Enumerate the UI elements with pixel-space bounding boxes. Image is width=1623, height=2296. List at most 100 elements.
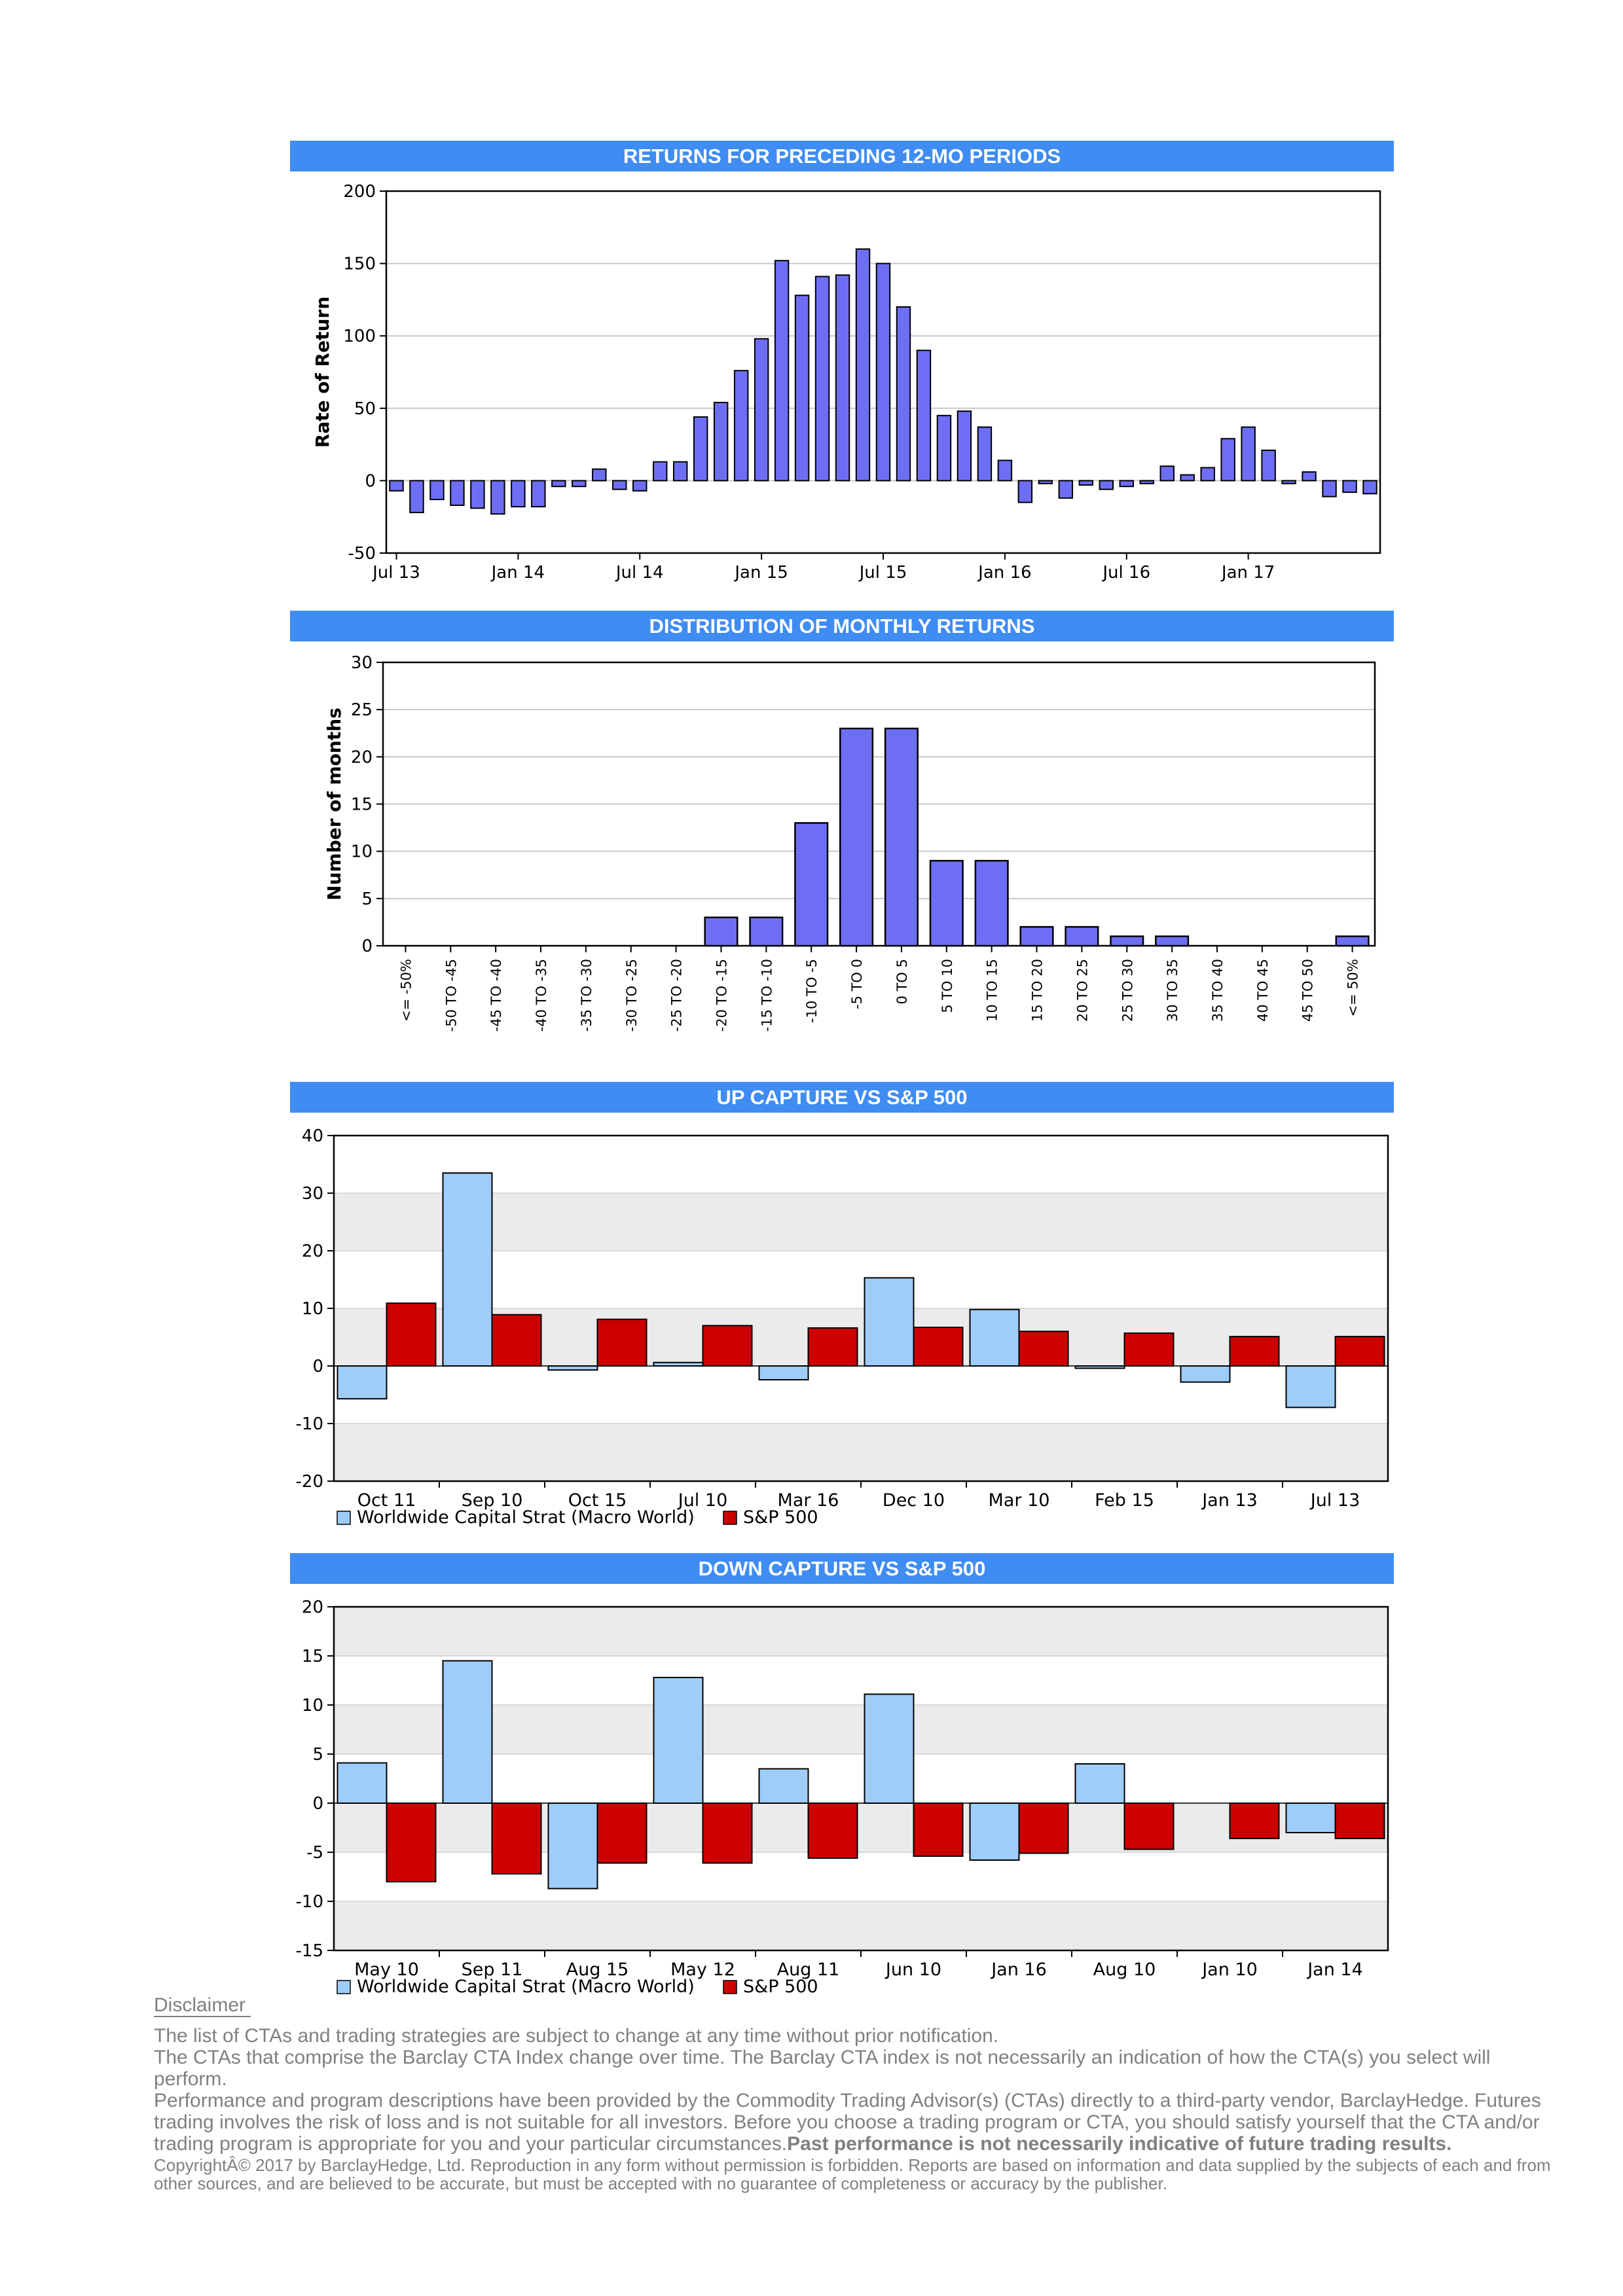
bar [754,338,769,482]
bar [997,459,1013,482]
bar [1342,480,1357,493]
bar [733,370,749,482]
y-tick-label: 25 [351,700,373,720]
distribution-chart-title: DISTRIBUTION OF MONTHLY RETURNS [290,611,1394,641]
bar-sp500 [1018,1803,1069,1854]
x-tick-label: Jan 14 [1306,1960,1363,1980]
y-tick-label: 50 [354,399,376,419]
x-tick-label: -50 TO -45 [443,959,459,1031]
bar [470,480,485,509]
plot-frame [382,661,1376,947]
y-tick-label: 5 [312,1745,323,1765]
bar [1065,925,1099,947]
up-capture-chart: -20 -10 0 10 20 30 40 Oct 11 Sep 10 Oct 15 Jul 10 M… [296,1126,1389,1528]
bar-sp500 [1334,1803,1385,1839]
x-tick-label: -40 TO -35 [534,959,549,1031]
returns-chart-title: RETURNS FOR PRECEDING 12-MO PERIODS [290,141,1394,171]
bar [704,916,739,947]
bar [1017,480,1033,503]
bar [693,416,708,482]
legend-swatch-fund [337,1980,351,1994]
bar-fund [547,1365,598,1371]
y-tick-label: -50 [348,544,376,564]
x-tick-label: Feb 15 [1095,1490,1154,1511]
y-tick-label: -10 [296,1414,323,1434]
x-tick-label: 30 TO 35 [1165,959,1180,1022]
x-tick-label: Jan 17 [1220,563,1275,583]
x-tick-label: Sep 10 [462,1490,523,1511]
bar [1220,438,1235,482]
bar [409,480,424,514]
bar [774,260,790,482]
band [334,1136,1388,1193]
y-tick-label: 100 [343,327,376,346]
bar-fund [969,1308,1020,1367]
x-tick-label: Mar 16 [778,1490,839,1511]
x-tick-label: 40 TO 45 [1255,959,1271,1022]
bar-sp500 [807,1803,858,1859]
y-tick-label: 10 [302,1299,323,1319]
bar [450,480,465,507]
bar-fund [864,1277,915,1367]
bar [490,480,505,515]
bar [1078,480,1094,486]
down-capture-chart: -15 -10 -5 0 5 10 15 20 May 10 Sep 11 Aug 15 May 12… [296,1598,1389,1997]
bar-sp500 [386,1302,437,1367]
bar [794,295,810,482]
disclaimer-paragraph-3-text: Performance and program descriptions hav… [154,2090,1541,2155]
band [334,1754,1388,1803]
disclaimer-paragraph-2: The CTAs that comprise the Barclay CTA I… [154,2047,1491,2090]
bar [1155,935,1190,947]
bar [977,426,993,482]
x-tick-label: May 10 [354,1960,419,1980]
x-tick-label: Jul 15 [858,563,907,583]
x-tick-label: 20 TO 25 [1074,959,1090,1022]
x-tick-label: Jul 13 [371,563,420,583]
x-tick-label: Aug 11 [777,1960,840,1980]
x-tick-label: Jan 15 [733,563,788,583]
x-tick-label: 5 TO 10 [939,959,955,1013]
x-tick-label: -30 TO -25 [624,959,640,1031]
bar [713,401,729,482]
bar [855,248,871,482]
x-tick-label: Jan 16 [990,1960,1047,1980]
bar [1241,426,1256,482]
y-tick-label: 5 [361,889,373,909]
band [334,1424,1388,1481]
bar-fund [864,1693,915,1804]
bar [1019,925,1054,947]
x-tick-label: -10 TO -5 [804,959,820,1023]
bar [1110,935,1144,947]
bar [1139,480,1154,484]
bar [835,274,850,482]
x-tick-label: 0 TO 5 [894,959,910,1004]
disclaimer-paragraph-1: The list of CTAs and trading strategies … [154,2025,999,2047]
bar [1281,480,1296,484]
bar-fund [758,1365,809,1381]
bar-fund [337,1762,388,1804]
x-tick-label: -20 TO -15 [714,959,729,1031]
bar [1261,449,1276,482]
disclaimer-past-performance: Past performance is not necessarily indi… [787,2133,1452,2155]
x-tick-label: <= -50% [398,959,414,1022]
y-tick-label: 0 [312,1357,323,1376]
bar [884,727,919,947]
y-tick-label: 10 [302,1696,323,1715]
bar-fund [1074,1763,1125,1804]
x-tick-label: Jan 16 [977,563,1031,583]
y-tick-label: -10 [296,1892,323,1912]
legend-label: S&P 500 [743,1977,818,1997]
band [334,1607,1388,1656]
x-tick-label: Aug 15 [566,1960,629,1980]
bar [653,461,668,482]
x-tick-label: 25 TO 30 [1120,959,1135,1022]
bar [875,262,891,482]
bar-sp500 [913,1803,964,1857]
bar [1322,480,1337,497]
bar [551,480,566,488]
bar-sp500 [1123,1332,1175,1367]
bar-sp500 [702,1325,753,1367]
bar-sp500 [913,1327,964,1367]
bar-sp500 [386,1803,437,1882]
x-tick-label: 15 TO 20 [1030,959,1046,1022]
